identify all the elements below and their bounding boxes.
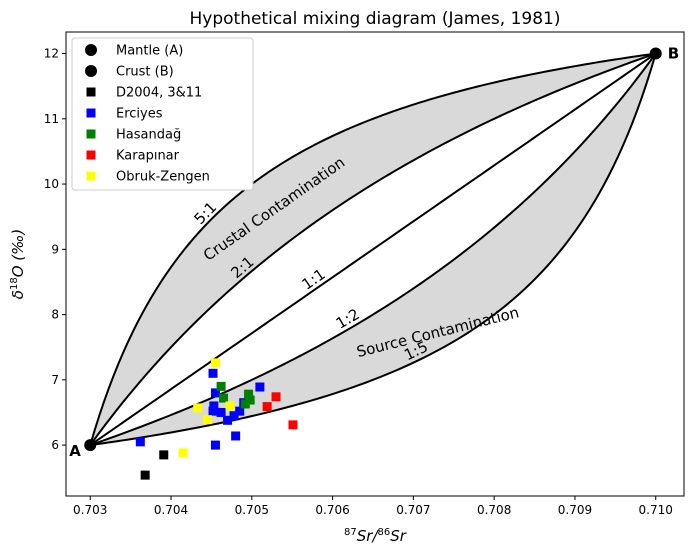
x-tick-label: 0.705 [235,503,269,517]
crustal-contamination-band [90,53,656,446]
mixing-curve-2-1 [89,52,657,446]
y-axis-label-delta: δ [9,290,27,299]
legend-label: Crust (B) [116,65,174,80]
y-tick-label: 12 [44,47,59,61]
endmember-label: A [69,442,81,460]
legend-marker [86,129,96,139]
data-point [288,420,298,430]
source-contamination-band [90,53,656,446]
x-tick-label: 0.706 [315,503,349,517]
legend-label: Hasandağ [116,128,181,143]
curve-label-1-1: 1:1 [299,265,329,294]
data-point [216,407,226,417]
data-point [223,415,233,425]
data-point [202,415,212,425]
data-point [255,382,265,392]
y-tick-label: 8 [51,308,59,322]
data-point [245,395,255,405]
data-point [210,388,220,398]
legend-label: D2004, 3&11 [116,86,202,101]
x-tick-label: 0.707 [396,503,430,517]
x-tick-label: 0.708 [477,503,511,517]
x-tick-label: 0.710 [639,503,673,517]
legend-marker [86,87,96,97]
data-point [209,401,219,411]
mixing-curve-5-1 [89,52,656,446]
legend-label: Mantle (A) [116,44,183,59]
y-axis-label: δ18O (‰) [9,229,27,299]
legend-label: Obruk-Zengen [116,170,210,185]
x-axis-label-base2: Sr [390,527,407,545]
legend: Mantle (A) Crust (B) D2004, 3&11 Erciyes Has… [71,37,254,191]
plot-frame [65,31,685,497]
y-tick-label: 9 [51,242,59,256]
data-point [210,358,220,368]
legend-marker [85,65,97,77]
legend-marker [86,150,96,160]
y-tick-label: 7 [51,373,59,387]
data-point [178,448,188,458]
chart-title: Hypothetical mixing diagram (James, 1981… [190,9,561,29]
x-axis-label-base1: Sr/ [357,527,380,545]
y-tick-label: 6 [51,438,59,452]
x-tick-label: 0.709 [558,503,592,517]
data-point [271,392,281,402]
data-point [262,402,272,412]
data-point [208,368,218,378]
endmember-marker [84,439,97,452]
data-point [219,393,229,403]
data-point [135,437,145,447]
x-axis-label: 87Sr/86Sr [344,527,407,545]
legend-marker [85,44,97,56]
y-axis-label-base: O (‰) [9,229,27,278]
data-point [235,406,245,416]
data-point [140,470,150,480]
data-point [244,389,254,399]
y-axis: 6 7 8 9 10 11 12 [44,47,66,452]
y-tick-label: 11 [44,112,59,126]
data-point [225,401,235,411]
x-tick-label: 0.703 [73,503,107,517]
data-point [216,381,226,391]
x-tick-label: 0.704 [154,503,188,517]
x-axis-label-sup1: 87 [344,527,357,538]
data-point [231,431,241,441]
x-axis-label-sup2: 86 [378,527,391,538]
data-point [208,406,218,416]
data-point [159,450,169,460]
y-tick-label: 10 [44,177,59,191]
data-point [210,440,220,450]
legend-label: Karapınar [116,149,180,164]
legend-marker [86,108,96,118]
data-point [240,399,250,409]
mixing-curve-1-5 [90,53,657,447]
data-point [229,411,239,421]
y-axis-label-sup: 18 [9,277,20,290]
mixing-curve-1-1 [89,52,657,446]
mixing-curve-1-2 [89,52,657,447]
data-point [193,403,203,413]
endmember-label: B [668,45,679,63]
legend-label: Erciyes [116,107,163,122]
legend-box [71,37,254,191]
endmember-marker [649,47,662,60]
x-axis: 0.703 0.704 0.705 0.706 0.707 0.708 0.709 0.710 [73,496,673,517]
legend-marker [86,171,96,181]
